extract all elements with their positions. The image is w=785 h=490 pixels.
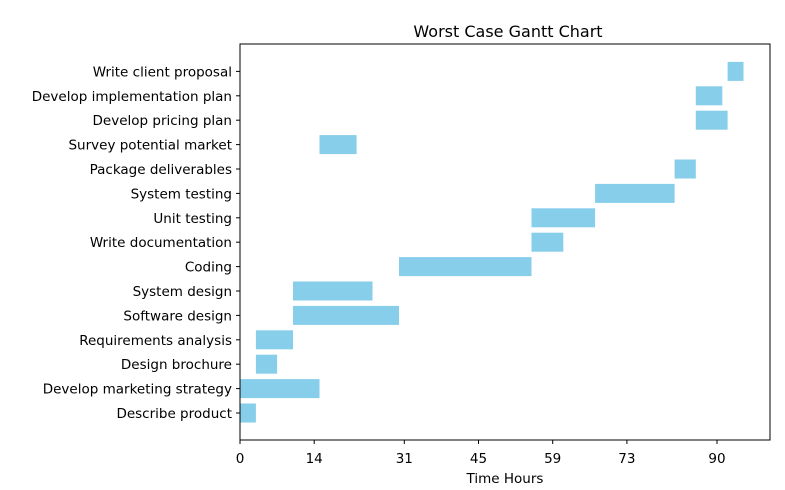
x-axis-ticks: 0 14 31 45 59 73 90 [236, 440, 726, 467]
task-bar [674, 159, 696, 179]
task-bar [531, 232, 564, 252]
task-bar [531, 208, 596, 228]
task-bar [727, 61, 744, 81]
y-tick-label: Describe product [116, 406, 232, 422]
y-tick-label: Unit testing [153, 211, 232, 227]
y-tick-label: Write client proposal [93, 64, 232, 80]
task-bar [695, 86, 723, 106]
y-tick-label: System testing [131, 186, 232, 202]
y-tick-label: Software design [123, 308, 232, 324]
task-bar [293, 305, 399, 325]
task-bar [399, 257, 532, 277]
plot-frame [239, 43, 771, 441]
x-tick-label: 0 [236, 451, 245, 467]
y-tick-label: Write documentation [90, 235, 232, 251]
x-tick-label: 14 [306, 451, 323, 467]
task-bar [240, 403, 256, 423]
y-tick-label: System design [133, 284, 232, 300]
task-bar [319, 135, 357, 155]
x-tick-label: 73 [618, 451, 635, 467]
x-tick-label: 31 [396, 451, 413, 467]
y-tick-label: Package deliverables [90, 162, 232, 178]
task-bar [695, 110, 728, 130]
x-tick-label: 45 [470, 451, 487, 467]
task-bar [595, 183, 675, 203]
task-bar [240, 379, 320, 399]
x-axis-label: Time Hours [466, 471, 544, 487]
y-axis-ticks: Describe product Develop marketing strate… [32, 64, 240, 422]
y-tick-label: Coding [185, 260, 232, 276]
y-tick-label: Survey potential market [68, 138, 232, 154]
task-bar [255, 354, 278, 374]
y-tick-label: Develop implementation plan [32, 89, 232, 105]
x-tick-label: 90 [708, 451, 725, 467]
task-bar [255, 330, 293, 350]
x-tick-label: 59 [544, 451, 561, 467]
y-tick-label: Develop marketing strategy [43, 382, 232, 398]
y-tick-label: Design brochure [121, 357, 232, 373]
y-tick-label: Develop pricing plan [93, 113, 232, 129]
y-tick-label: Requirements analysis [79, 333, 232, 349]
bars-layer [240, 61, 744, 423]
task-bar [293, 281, 373, 301]
chart-title: Worst Case Gantt Chart [413, 22, 602, 41]
